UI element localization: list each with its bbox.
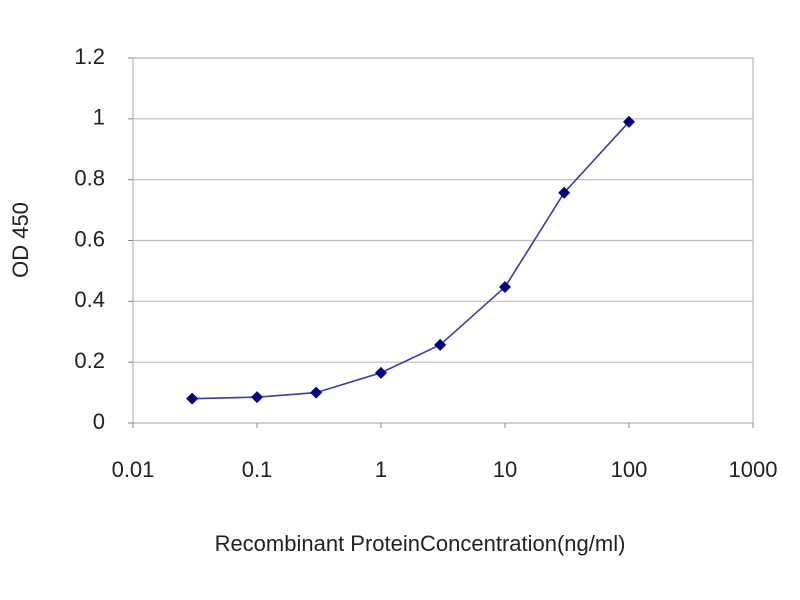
data-point (251, 391, 263, 404)
data-point (499, 281, 511, 294)
y-tick-label: 0.2 (74, 348, 105, 373)
data-point (434, 338, 447, 351)
x-tick-label: 1 (375, 457, 387, 482)
y-tick-label: 0.4 (74, 287, 105, 312)
y-tick-label: 0.6 (74, 226, 105, 251)
y-tick-label: 1 (93, 105, 105, 130)
x-tick-label: 0.1 (242, 457, 273, 482)
y-tick-label: 0 (93, 409, 105, 434)
data-point (186, 392, 199, 405)
x-tick-label: 100 (611, 457, 648, 482)
x-axis-label: Recombinant ProteinConcentration(ng/ml) (215, 531, 626, 556)
data-point (310, 386, 323, 399)
y-tick-label: 1.2 (74, 44, 105, 69)
y-axis-label: OD 450 (8, 202, 33, 278)
series-line (192, 121, 630, 400)
data-point (375, 366, 387, 379)
x-tick-label: 0.01 (112, 457, 155, 482)
data-point (558, 186, 571, 199)
x-tick-label: 10 (493, 457, 517, 482)
x-tick-label: 1000 (729, 457, 778, 482)
data-point (623, 115, 635, 128)
y-tick-label: 0.8 (74, 165, 105, 190)
